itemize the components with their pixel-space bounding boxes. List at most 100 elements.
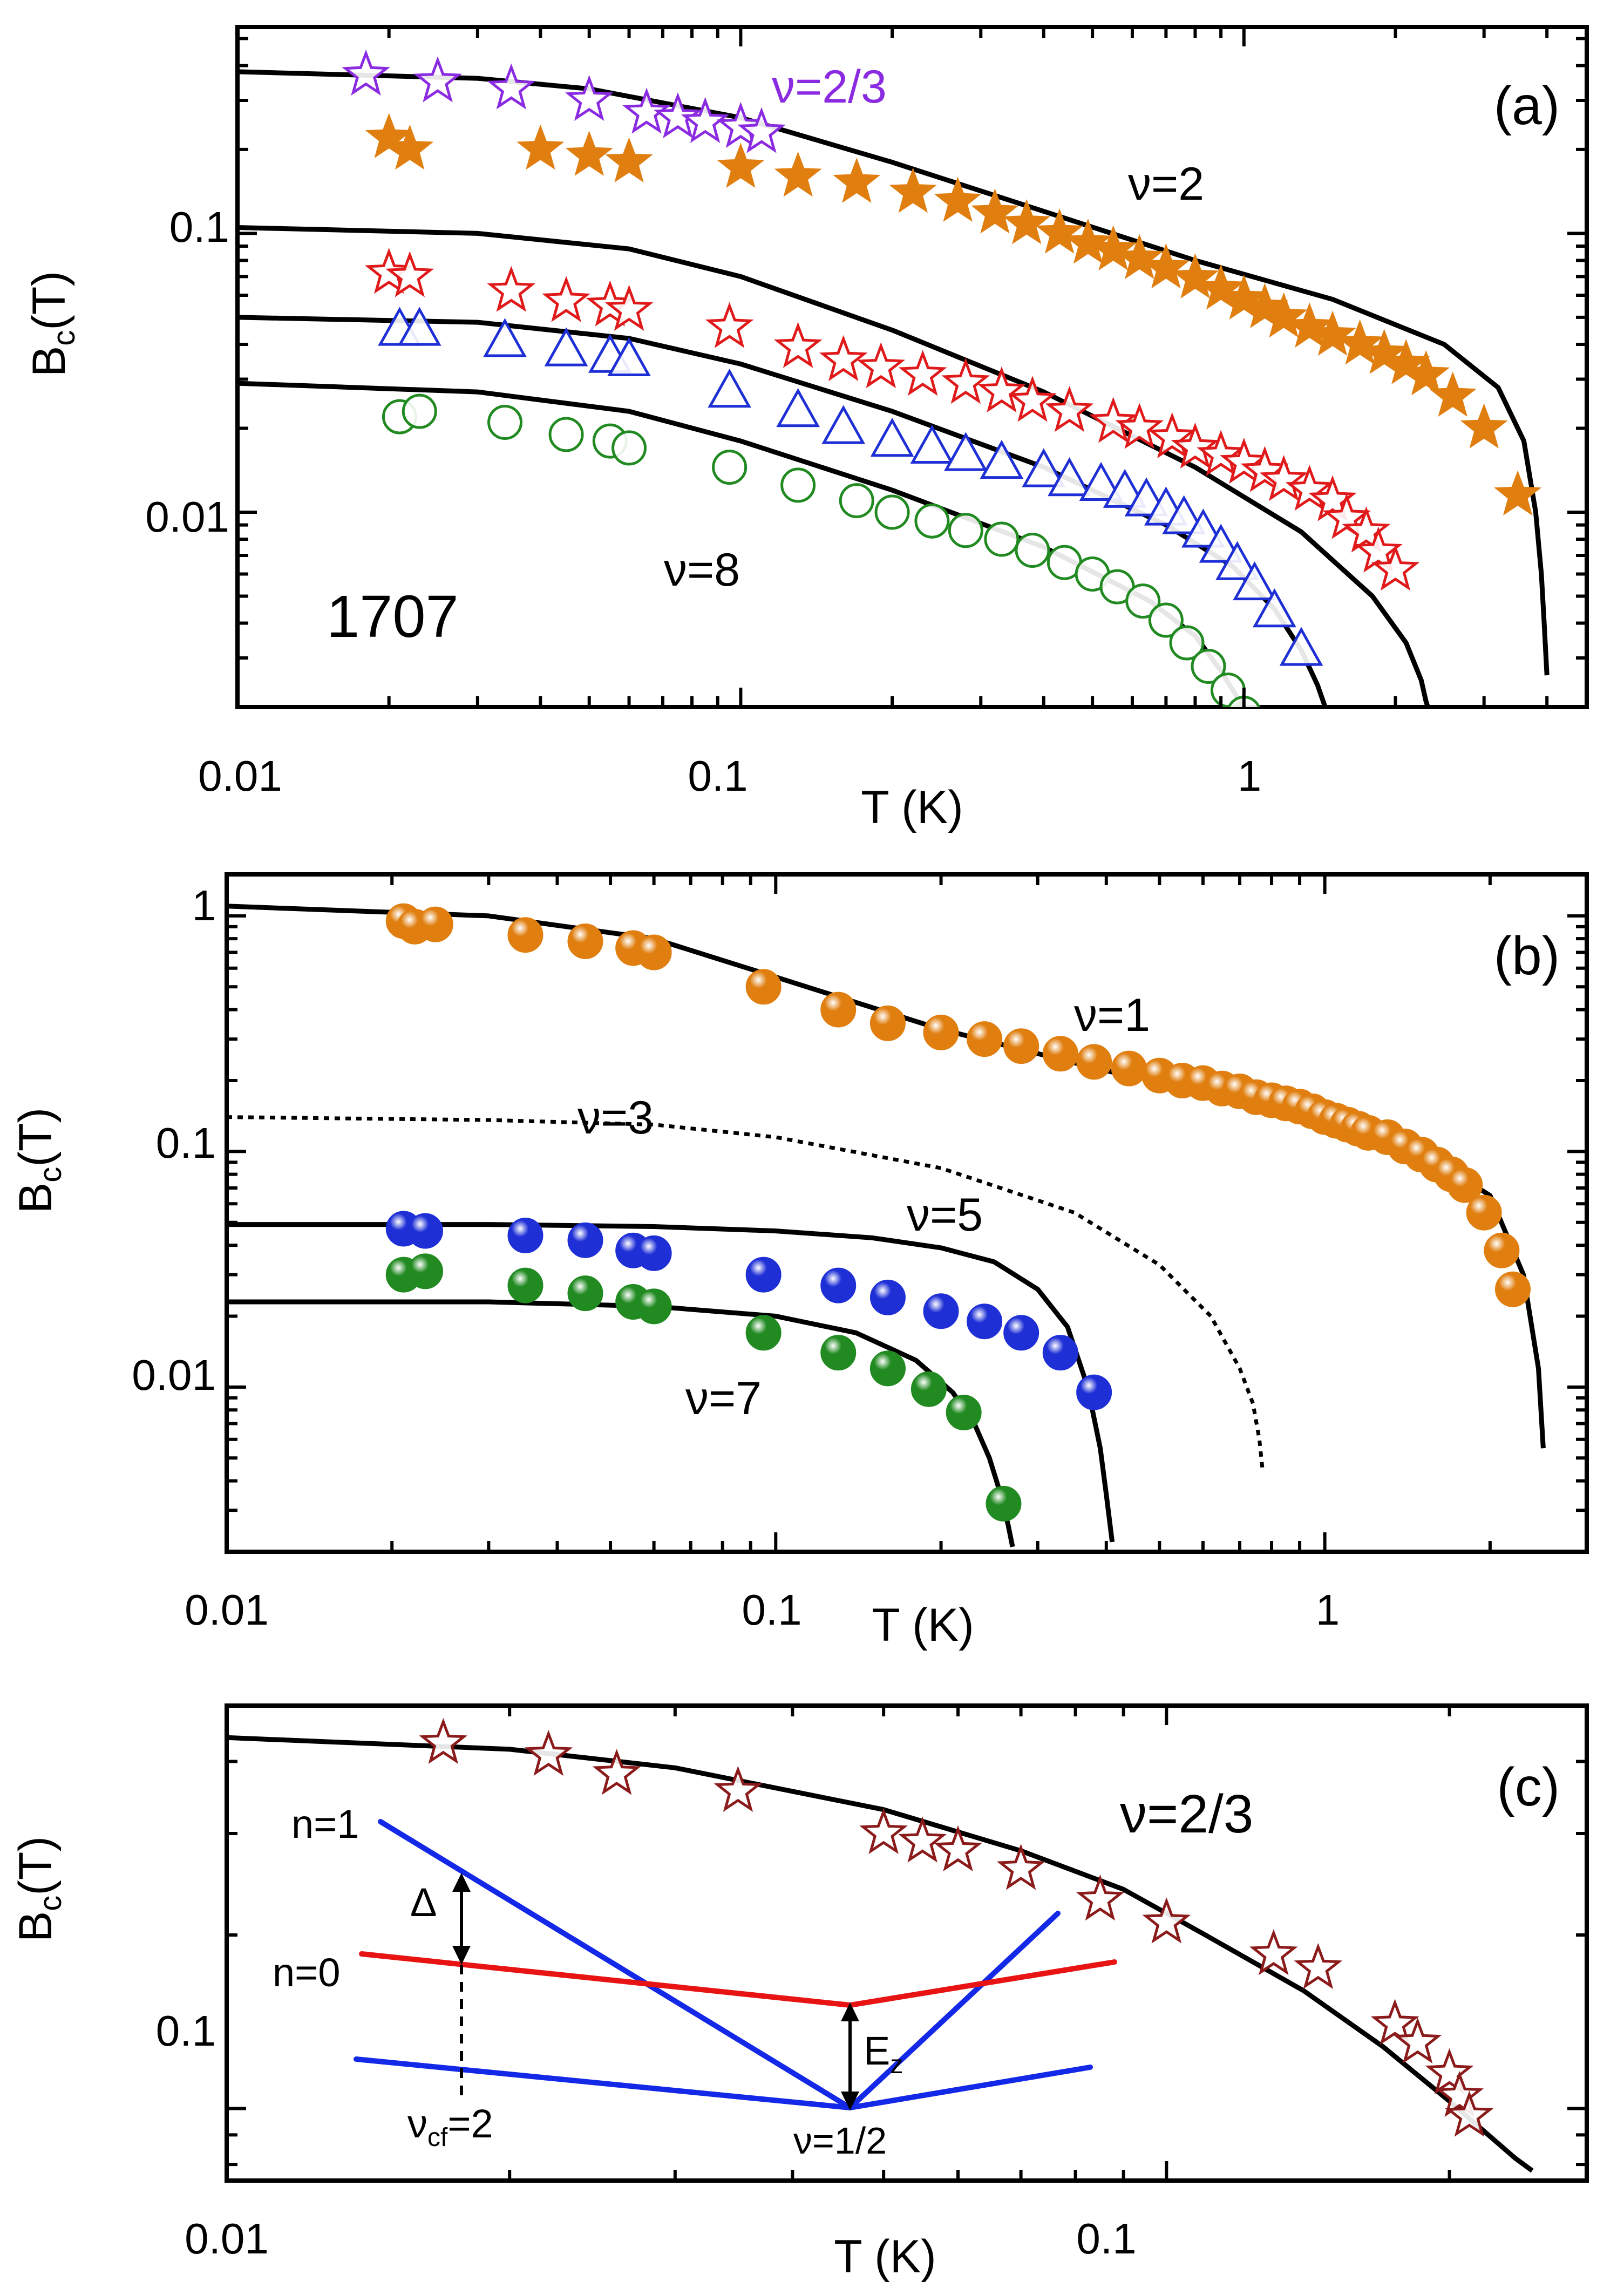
svg-text:νcf=2: νcf=2 bbox=[407, 2101, 493, 2152]
panel-a-series-1-point-15 bbox=[1116, 234, 1164, 280]
panel-b-series-2-point-6 bbox=[745, 1315, 782, 1351]
panel-a-series-2-point-1 bbox=[385, 251, 434, 297]
panel-a-series-2-point-16 bbox=[1115, 403, 1164, 449]
panel-a-series-0-point-5 bbox=[654, 92, 702, 139]
panel-c-series-0-point-7 bbox=[996, 1844, 1045, 1890]
panel-b-annotation-nu-5: ν=5 bbox=[907, 1189, 983, 1241]
panel-c-ytick-0.1: 0.1 bbox=[156, 2007, 216, 2055]
panel-b-series-2-point-11 bbox=[986, 1485, 1022, 1522]
panel-b-series-2-point-2 bbox=[507, 1267, 543, 1303]
panel-a-xtick-1: 1 bbox=[1238, 752, 1262, 800]
panel-a-sample-label: 1707 bbox=[327, 583, 459, 650]
panel-a-series-1-point-30 bbox=[1494, 470, 1542, 516]
panel-a-fit-curve-1 bbox=[237, 225, 1430, 707]
panel-a-series-3-point-20 bbox=[1181, 508, 1225, 548]
panel-c: 0.01 0.1 0.1 T (K) Bc(T) (c) ν=2/3 bbox=[10, 1703, 1589, 2283]
inset-line-n1-left bbox=[378, 1819, 853, 2110]
panel-c-ticks bbox=[225, 1704, 1587, 2181]
panel-a-series-0-point-0 bbox=[342, 49, 390, 96]
panel-a-data-marks bbox=[237, 49, 1550, 707]
panel-a-annotation-nu-2-3: ν=2/3 bbox=[772, 61, 887, 113]
panel-b-series-0-point-14 bbox=[1076, 1044, 1112, 1080]
panel-b-series-0-point-37 bbox=[1466, 1194, 1502, 1231]
panel-a-ticks bbox=[236, 27, 1587, 709]
panel-a-series-4-point-9 bbox=[874, 494, 910, 530]
panel-a-series-2-point-28 bbox=[1371, 545, 1420, 591]
panel-a-series-1-point-17 bbox=[1171, 253, 1219, 299]
panel-b-series-0-point-7 bbox=[745, 969, 782, 1005]
inset-label-nu-half: ν=1/2 bbox=[793, 2120, 887, 2162]
panel-a-series-1-point-12 bbox=[1036, 208, 1084, 254]
panel-b-series-2-point-7 bbox=[820, 1335, 857, 1371]
panel-b-series-0-point-3 bbox=[507, 917, 543, 953]
panel-a-series-4-point-19 bbox=[1169, 625, 1205, 661]
panel-b: 0.01 0.1 1 1 0.1 0.01 T (K) Bc(T) (b) ν=… bbox=[10, 872, 1589, 1651]
panel-a-series-3-point-1 bbox=[397, 307, 441, 346]
panel-a-series-2-point-5 bbox=[604, 284, 654, 331]
panel-b-series-0-point-11 bbox=[967, 1021, 1003, 1057]
panel-a-series-3-point-10 bbox=[910, 424, 954, 464]
inset-label-nu-cf: νcf=2 bbox=[407, 2101, 493, 2152]
panel-a-series-1-point-4 bbox=[605, 137, 653, 182]
panel-a-series-1-point-14 bbox=[1089, 225, 1137, 271]
panel-c-series-0-point-12 bbox=[1370, 1999, 1419, 2045]
panel-b-series-1-point-10 bbox=[967, 1303, 1003, 1340]
panel-a-series-1-point-1 bbox=[386, 124, 434, 170]
panel-c-frame bbox=[225, 1703, 1589, 2183]
panel-a-series-2-point-10 bbox=[898, 350, 947, 396]
panel-a-series-1-point-21 bbox=[1260, 292, 1308, 338]
panel-a-xtick-0.1: 0.1 bbox=[688, 752, 748, 800]
panel-a-series-3-point-12 bbox=[980, 439, 1024, 479]
panel-b-series-1-point-12 bbox=[1042, 1335, 1078, 1371]
panel-a-series-3-point-24 bbox=[1253, 588, 1296, 628]
panel-b-series-0-point-8 bbox=[820, 992, 857, 1028]
panel-c-series-0-point-9 bbox=[1142, 1897, 1191, 1944]
panel-a-annotation-nu-8: ν=8 bbox=[664, 544, 740, 596]
panel-a-fit-curve-0 bbox=[237, 69, 1550, 676]
inset-line-n0-right bbox=[847, 2065, 1093, 2110]
panel-a-series-2-point-15 bbox=[1089, 397, 1138, 443]
inset-label-delta: Δ bbox=[410, 1880, 437, 1925]
panel-c-series-0-point-14 bbox=[1425, 2048, 1474, 2094]
panel-a-series-2-point-26 bbox=[1342, 506, 1391, 553]
panel-b-ytick-0.01: 0.01 bbox=[132, 1351, 216, 1399]
panel-a-series-1-point-6 bbox=[774, 151, 822, 197]
panel-c-inset-schematic: n=1 n=0 Δ νcf=2 ν=1/2 Ez bbox=[273, 1802, 1117, 2162]
panel-b-series-1-point-9 bbox=[923, 1293, 959, 1329]
panel-b-series-1-point-7 bbox=[820, 1267, 857, 1303]
panel-b-series-0-point-15 bbox=[1111, 1050, 1147, 1087]
panel-b-series-2-point-10 bbox=[946, 1394, 982, 1430]
panel-a-series-2-point-8 bbox=[819, 335, 868, 382]
panel-a-series-1-point-22 bbox=[1286, 302, 1334, 348]
panel-a-series-2-point-27 bbox=[1354, 526, 1403, 573]
panel-a-series-1-point-5 bbox=[717, 142, 765, 188]
inset-red-line-right bbox=[847, 1959, 1117, 2008]
panel-a-series-1-point-11 bbox=[1003, 199, 1051, 245]
panel-b-fit-curve-1 bbox=[227, 1115, 1265, 1469]
panel-a-series-3-point-7 bbox=[776, 388, 820, 427]
panel-a-series-1-point-9 bbox=[934, 176, 982, 222]
panel-b-series-2-point-3 bbox=[567, 1275, 603, 1312]
panel-a-series-4-point-12 bbox=[984, 521, 1020, 557]
panel-a-series-2-point-23 bbox=[1285, 464, 1334, 511]
inset-red-line-left bbox=[359, 1951, 853, 2008]
inset-delta-arrowhead-up bbox=[452, 1873, 471, 1892]
inset-delta-arrowhead-down bbox=[452, 1946, 471, 1965]
panel-b-series-1-point-8 bbox=[869, 1279, 906, 1315]
panel-c-panel-label: (c) bbox=[1497, 1757, 1560, 1817]
panel-a-series-1-point-26 bbox=[1382, 339, 1430, 384]
panel-b-xtick-0.01: 0.01 bbox=[185, 1586, 269, 1634]
panel-a-series-2-point-9 bbox=[857, 342, 906, 389]
panel-c-series-0-point-3 bbox=[714, 1766, 763, 1812]
panel-c-series-0-point-6 bbox=[934, 1825, 982, 1872]
panel-a-series-3-point-14 bbox=[1048, 457, 1091, 497]
panel-a-series-1-point-8 bbox=[889, 167, 937, 213]
panel-a-series-2-point-20 bbox=[1220, 437, 1268, 484]
svg-text:Bc(T): Bc(T) bbox=[10, 1108, 68, 1213]
panel-a-series-0-point-4 bbox=[622, 87, 671, 134]
panel-a-series-1-point-29 bbox=[1460, 403, 1508, 449]
panel-b-series-1-point-6 bbox=[745, 1257, 782, 1293]
panel-a-series-3-point-21 bbox=[1199, 524, 1243, 563]
panel-a-series-2-point-22 bbox=[1259, 454, 1308, 501]
svg-text:Bc(T): Bc(T) bbox=[10, 1836, 68, 1942]
